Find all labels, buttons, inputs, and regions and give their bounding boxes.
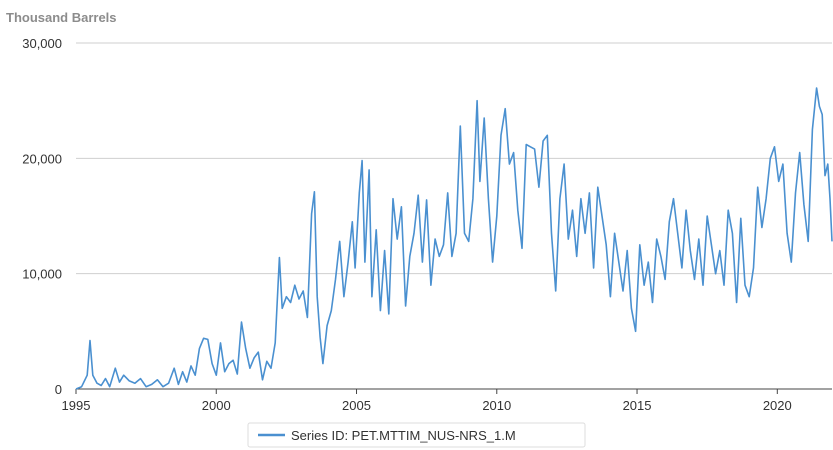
legend-box xyxy=(247,422,586,448)
legend[interactable]: Series ID: PET.MTTIM_NUS-NRS_1.M xyxy=(247,422,586,448)
series-layer xyxy=(75,87,833,390)
y-axis-ticks: 0 10,000 20,000 30,000 xyxy=(22,36,62,397)
x-tick-label: 2020 xyxy=(763,398,792,413)
y-tick-label: 30,000 xyxy=(22,36,62,51)
x-tick-label: 2000 xyxy=(202,398,231,413)
y-tick-label: 10,000 xyxy=(22,267,62,282)
x-axis-ticks: 1995 2000 2005 2010 2015 2020 xyxy=(62,389,792,413)
y-tick-label: 20,000 xyxy=(22,151,62,166)
legend-series-label: Series ID: PET.MTTIM_NUS-NRS_1.M xyxy=(291,428,516,443)
x-tick-label: 2010 xyxy=(482,398,511,413)
x-tick-label: 2015 xyxy=(623,398,652,413)
y-tick-label: 0 xyxy=(55,382,62,397)
x-tick-label: 1995 xyxy=(62,398,91,413)
grid-layer xyxy=(76,42,832,390)
x-tick-label: 2005 xyxy=(342,398,371,413)
series-line[interactable] xyxy=(75,87,833,390)
y-axis-unit-label: Thousand Barrels xyxy=(6,10,117,25)
